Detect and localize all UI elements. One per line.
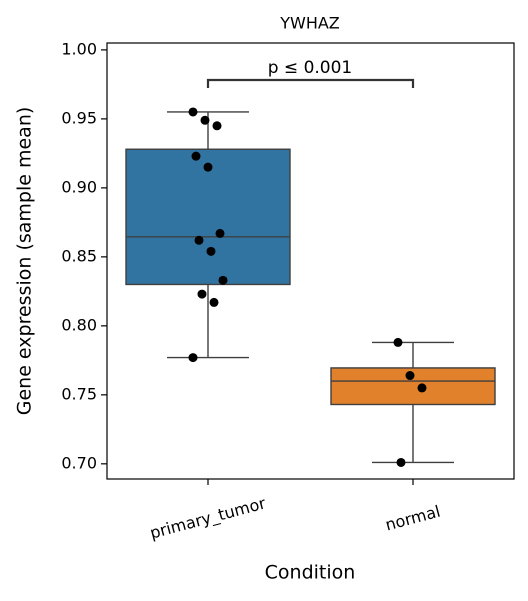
significance-bracket	[206, 78, 415, 88]
data-point	[417, 383, 427, 393]
y-tick-label: 1.00	[61, 39, 97, 58]
data-point	[393, 337, 403, 347]
data-point	[215, 228, 225, 238]
data-point	[218, 275, 228, 285]
data-point	[191, 151, 201, 161]
chart-title: YWHAZ	[279, 14, 340, 33]
data-point	[212, 121, 222, 131]
plot-frame	[106, 42, 515, 480]
data-point	[396, 457, 406, 467]
x-tick-label: primary_tumor	[148, 493, 269, 543]
box	[125, 148, 291, 286]
data-point	[194, 235, 204, 245]
y-axis-label: Gene expression (sample mean)	[14, 107, 36, 416]
data-point	[203, 162, 213, 172]
data-point	[206, 246, 216, 256]
data-point	[188, 107, 198, 117]
data-point	[200, 115, 210, 125]
y-tick-label: 0.80	[61, 315, 97, 334]
y-tick-label: 0.70	[61, 453, 97, 472]
x-tick-label: normal	[383, 502, 442, 535]
data-point	[209, 297, 219, 307]
data-point	[197, 289, 207, 299]
y-tick-label: 0.85	[61, 246, 97, 265]
y-tick-label: 0.95	[61, 108, 97, 127]
x-axis-label: Condition	[265, 562, 356, 584]
data-point	[405, 371, 415, 381]
y-tick-label: 0.90	[61, 177, 97, 196]
annotation: p ≤ 0.001	[268, 58, 353, 78]
data-point	[188, 353, 198, 363]
y-tick-label: 0.75	[61, 384, 97, 403]
